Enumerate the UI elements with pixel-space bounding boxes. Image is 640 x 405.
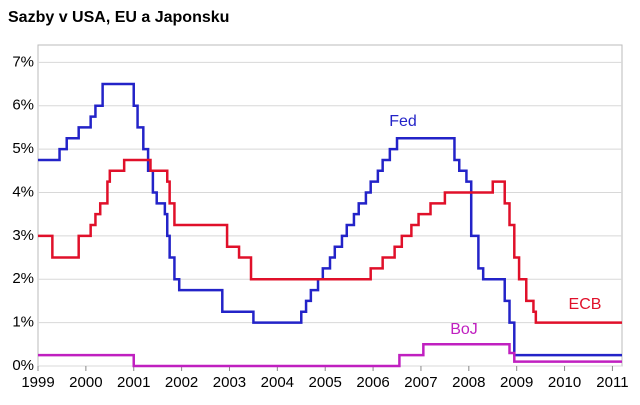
x-tick-label: 2007 [404,374,437,391]
series-label: ECB [569,296,602,313]
series-label: BoJ [450,321,478,338]
chart-title: Sazby v USA, EU a Japonsku [8,9,229,26]
x-tick-label: 2010 [548,374,581,391]
x-tick-label: 2009 [500,374,533,391]
plot-frame [37,44,623,367]
x-tick-label: 2000 [69,374,102,391]
x-tick-label: 2005 [309,374,342,391]
x-tick-label: 2003 [213,374,246,391]
series-line [38,343,622,368]
y-tick-label: 5% [12,140,34,157]
x-tick-label: 1999 [21,374,54,391]
x-tick-label: 2006 [356,374,389,391]
x-tick-label: 2008 [452,374,485,391]
series-line [38,82,622,357]
x-tick-label: 2002 [165,374,198,391]
x-tick-label: 2001 [117,374,150,391]
y-tick-label: 2% [12,270,34,287]
y-tick-label: 4% [12,183,34,200]
x-tick-label: 2004 [261,374,294,391]
y-tick-label: 1% [12,314,34,331]
y-tick-label: 6% [12,97,34,114]
x-tick-label: 2011 [596,374,628,391]
y-tick-label: 0% [12,357,34,374]
series-label: Fed [389,113,417,130]
y-tick-label: 7% [12,53,34,70]
series-line [38,158,622,324]
y-tick-label: 3% [12,227,34,244]
